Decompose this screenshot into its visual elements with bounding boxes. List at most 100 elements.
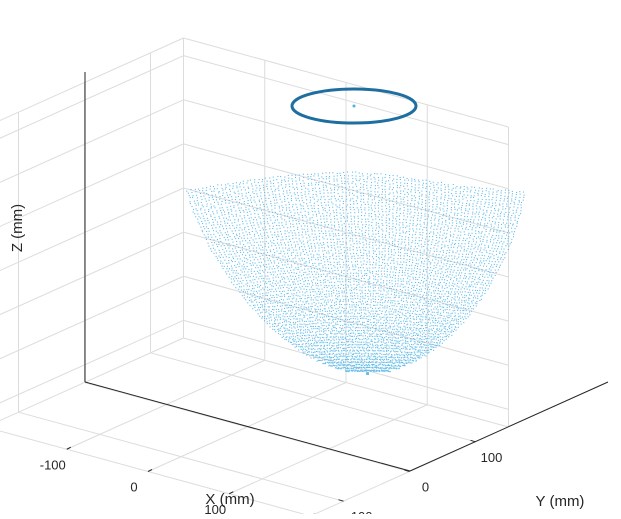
cloud-point [317, 288, 318, 289]
cloud-point [441, 260, 442, 261]
cloud-point [402, 304, 403, 305]
cloud-point [292, 298, 293, 299]
cloud-point [407, 211, 408, 212]
cloud-point [271, 311, 272, 312]
cloud-point [329, 176, 330, 177]
cloud-point [360, 252, 361, 253]
cloud-point [480, 238, 481, 239]
cloud-point [242, 295, 243, 296]
cloud-point [276, 294, 277, 295]
cloud-point [305, 329, 306, 330]
cloud-point [312, 317, 313, 318]
cloud-point [326, 326, 327, 327]
cloud-point [377, 173, 378, 174]
cloud-point [384, 307, 385, 308]
cloud-point [480, 247, 481, 248]
cloud-point [332, 287, 333, 288]
cloud-point [508, 240, 509, 241]
cloud-point [213, 224, 214, 225]
cloud-point [355, 261, 356, 262]
cloud-point [320, 193, 321, 194]
cloud-point [273, 215, 274, 216]
cloud-point [453, 272, 454, 273]
cloud-point [382, 251, 383, 252]
cloud-point [345, 321, 346, 322]
cloud-point [392, 223, 393, 224]
cloud-point [399, 235, 400, 236]
cloud-point [390, 308, 391, 309]
cloud-point [299, 178, 300, 179]
cloud-point [399, 297, 400, 298]
cloud-point [241, 290, 242, 291]
cloud-point [264, 289, 265, 290]
cloud-point [311, 281, 312, 282]
cloud-point [232, 225, 233, 226]
cloud-point [267, 221, 268, 222]
cloud-point [300, 298, 301, 299]
cloud-point [263, 259, 264, 260]
cloud-point [434, 303, 435, 304]
cloud-point [421, 209, 422, 210]
cloud-point [474, 236, 475, 237]
cloud-point [408, 298, 409, 299]
cloud-point [317, 306, 318, 307]
cloud-point [223, 210, 224, 211]
cloud-point [506, 223, 507, 224]
cloud-point [335, 324, 336, 325]
cloud-point [284, 201, 285, 202]
cloud-point [376, 323, 377, 324]
cloud-point [508, 196, 509, 197]
cloud-point [314, 246, 315, 247]
cloud-point [285, 314, 286, 315]
cloud-point [367, 293, 368, 294]
cloud-point [417, 206, 418, 207]
cloud-point [424, 261, 425, 262]
cloud-point [284, 242, 285, 243]
cloud-point [247, 294, 248, 295]
cloud-point [358, 279, 359, 280]
cloud-point [311, 174, 312, 175]
cloud-point [402, 264, 403, 265]
cloud-point [435, 257, 436, 258]
cloud-point [286, 293, 287, 294]
cloud-point [195, 203, 196, 204]
cloud-point [359, 307, 360, 308]
cloud-point [448, 291, 449, 292]
cloud-point [357, 192, 358, 193]
cloud-point [501, 228, 502, 229]
cloud-point [293, 258, 294, 259]
cloud-point [314, 205, 315, 206]
cloud-point [306, 301, 307, 302]
cloud-point [436, 192, 437, 193]
cloud-point [379, 267, 380, 268]
cloud-point [256, 247, 257, 248]
cloud-point [197, 197, 198, 198]
cloud-point [404, 183, 405, 184]
cloud-point [351, 230, 352, 231]
cloud-point [315, 297, 316, 298]
cloud-point [353, 190, 354, 191]
cloud-point [380, 279, 381, 280]
cloud-point [414, 268, 415, 269]
cloud-point [404, 201, 405, 202]
cloud-point [368, 195, 369, 196]
cloud-point [373, 279, 374, 280]
cloud-point [296, 250, 297, 251]
cloud-point [444, 316, 445, 317]
cloud-point [432, 312, 433, 313]
cloud-point [318, 302, 319, 303]
cloud-point [381, 229, 382, 230]
cloud-point [380, 304, 381, 305]
cloud-point [449, 223, 450, 224]
cloud-point [341, 284, 342, 285]
cloud-point [386, 218, 387, 219]
cloud-point [319, 254, 320, 255]
cloud-point [434, 279, 435, 280]
cloud-point [365, 287, 366, 288]
cloud-point [431, 314, 432, 315]
cloud-point [217, 239, 218, 240]
cloud-point [495, 205, 496, 206]
cloud-point [335, 308, 336, 309]
cloud-point [295, 328, 296, 329]
cloud-point [496, 266, 497, 267]
